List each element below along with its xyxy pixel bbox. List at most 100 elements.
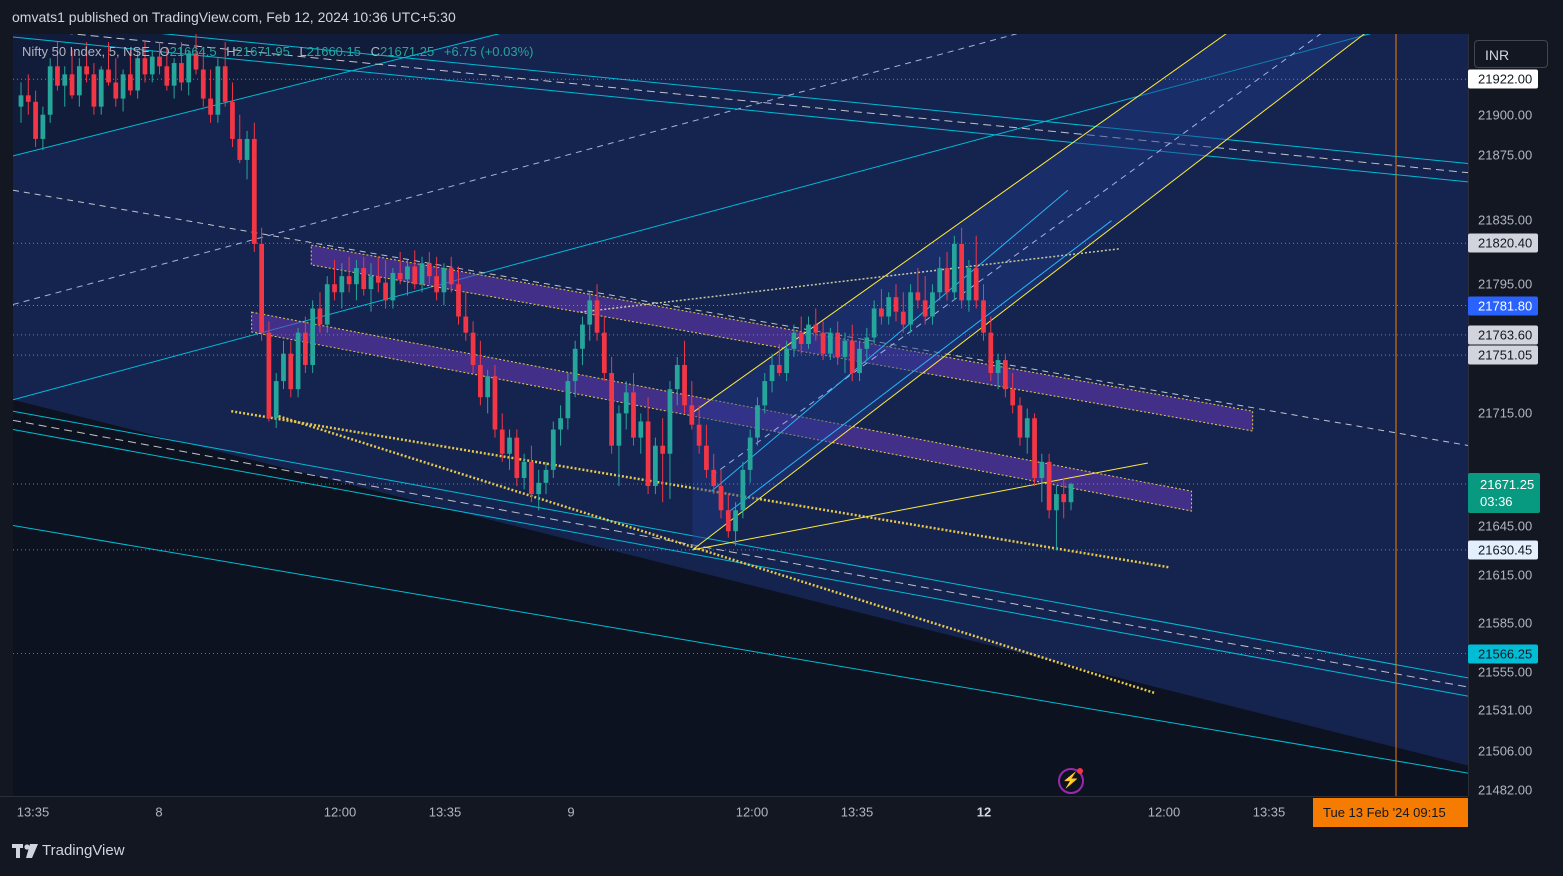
candle [164, 46, 170, 91]
currency-button[interactable]: INR [1474, 40, 1548, 68]
candle-body [106, 69, 111, 83]
candle [273, 373, 279, 428]
candle-body [478, 364, 483, 398]
candle [251, 122, 257, 252]
candle [514, 429, 520, 487]
candle-body [310, 308, 316, 365]
price-tick: 21555.00 [1478, 664, 1533, 680]
time-tick: 13:35 [840, 804, 874, 820]
candle [346, 256, 352, 293]
time-tick: 12 [976, 804, 992, 820]
candle [886, 292, 892, 325]
price-axis[interactable] [1468, 34, 1563, 796]
footer-brand[interactable]: TradingView [12, 842, 125, 859]
rising-channel-line [692, 34, 1227, 414]
candle [798, 316, 804, 354]
candle-body [55, 66, 60, 86]
candle [200, 50, 206, 107]
candle-body [660, 445, 666, 454]
candle [529, 445, 534, 503]
price-tick: 21585.00 [1478, 615, 1533, 631]
candle-body [419, 263, 425, 285]
candle [492, 364, 498, 438]
candle [711, 453, 717, 495]
candle [332, 260, 337, 301]
candle-body [835, 332, 841, 357]
last-price-label: 21671.25 03:36 [1468, 473, 1541, 514]
candle-body [995, 360, 1001, 374]
candle [106, 42, 111, 86]
candle [601, 316, 607, 382]
candle [25, 74, 31, 115]
candle-body [426, 263, 432, 277]
time-tick: 13:35 [428, 804, 462, 820]
candle [609, 356, 614, 454]
candle [733, 502, 738, 546]
candle-body [820, 332, 826, 354]
candle-body [930, 292, 935, 317]
publisher-text: omvats1 published on TradingView.com, Fe… [12, 9, 456, 25]
candle-body [149, 56, 155, 75]
candle-body [521, 461, 527, 478]
candle-body [1068, 484, 1074, 503]
candle-body [711, 469, 717, 487]
candle-body [62, 74, 68, 86]
candle [463, 292, 469, 341]
candle-body [222, 66, 228, 102]
candle [747, 429, 753, 483]
candle-body [1061, 494, 1067, 503]
candle [521, 453, 527, 490]
candle [499, 413, 505, 462]
candle [208, 69, 213, 123]
lightning-icon[interactable]: ⚡ [1058, 768, 1084, 794]
candle [193, 34, 199, 75]
candle [412, 250, 418, 290]
candle [354, 260, 359, 301]
candle-body [84, 66, 89, 75]
candle-body [747, 437, 753, 470]
candle [959, 227, 964, 309]
candle [820, 321, 826, 361]
candle-body [251, 138, 257, 244]
candle [937, 256, 943, 301]
candle [259, 227, 264, 341]
candle-body [295, 332, 301, 390]
candle-body [230, 101, 235, 139]
candle-body [507, 437, 512, 454]
chart-pane[interactable] [13, 34, 1468, 796]
candle-body [259, 243, 264, 333]
candle [543, 461, 549, 495]
candle-body [18, 95, 24, 107]
candles-layer [18, 34, 1074, 551]
candle-body [645, 421, 651, 487]
candle [813, 308, 819, 341]
candle [135, 50, 141, 99]
time-axis[interactable] [0, 796, 1468, 831]
candle-body [332, 284, 337, 293]
candle [84, 42, 89, 83]
bar-countdown: 03:36 [1480, 494, 1513, 510]
candle [215, 58, 221, 123]
candle-body [47, 66, 53, 115]
price-tick: 21900.00 [1478, 107, 1533, 123]
candle [558, 405, 563, 446]
candle [1068, 482, 1074, 511]
candle-body [915, 292, 921, 301]
legend-symbol[interactable]: Nifty 50 Index, 5, NSE [22, 44, 150, 59]
candle-body [725, 510, 731, 532]
candle-body [317, 308, 323, 325]
candle [1024, 408, 1030, 454]
candle [40, 106, 46, 151]
candle [47, 58, 53, 123]
candle-body [40, 114, 46, 139]
price-chart[interactable] [13, 34, 1468, 796]
price-label: 21566.25 [1468, 644, 1539, 664]
candle [478, 340, 483, 406]
candle-body [485, 376, 491, 398]
candle-body [988, 332, 994, 374]
candle-body [813, 324, 819, 333]
candle-body [25, 95, 31, 102]
candle-body [616, 413, 622, 446]
price-tick: 21615.00 [1478, 567, 1533, 583]
candle-body [200, 69, 206, 99]
